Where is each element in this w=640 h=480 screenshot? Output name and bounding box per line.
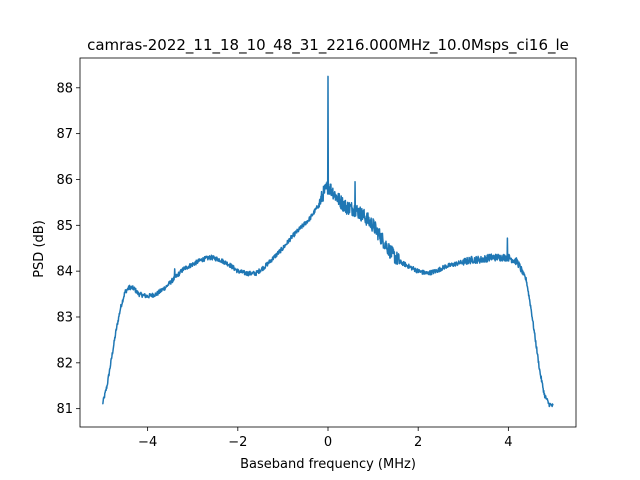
x-tick-label: 4: [504, 435, 512, 450]
x-axis-label: Baseband frequency (MHz): [240, 457, 416, 472]
y-axis-ticks: 81 82 83 84 85 86 87 88: [56, 81, 80, 417]
x-tick-label: 0: [324, 435, 332, 450]
y-tick-label: 88: [56, 81, 73, 96]
y-tick-label: 86: [56, 173, 73, 188]
y-tick-label: 82: [56, 356, 73, 371]
x-axis-ticks: −4 −2 0 2 4: [138, 427, 513, 450]
x-tick-label: −2: [228, 435, 247, 450]
x-tick-label: −4: [138, 435, 157, 450]
y-axis-label: PSD (dB): [32, 220, 47, 278]
chart-title: camras-2022_11_18_10_48_31_2216.000MHz_1…: [87, 36, 569, 55]
plot-area: [79, 57, 577, 428]
y-tick-label: 85: [56, 219, 73, 234]
y-tick-label: 87: [56, 127, 73, 142]
y-tick-label: 81: [56, 402, 73, 417]
y-tick-label: 84: [56, 265, 73, 280]
x-tick-label: 2: [414, 435, 422, 450]
psd-series-line: [102, 75, 554, 408]
y-tick-label: 83: [56, 310, 73, 325]
